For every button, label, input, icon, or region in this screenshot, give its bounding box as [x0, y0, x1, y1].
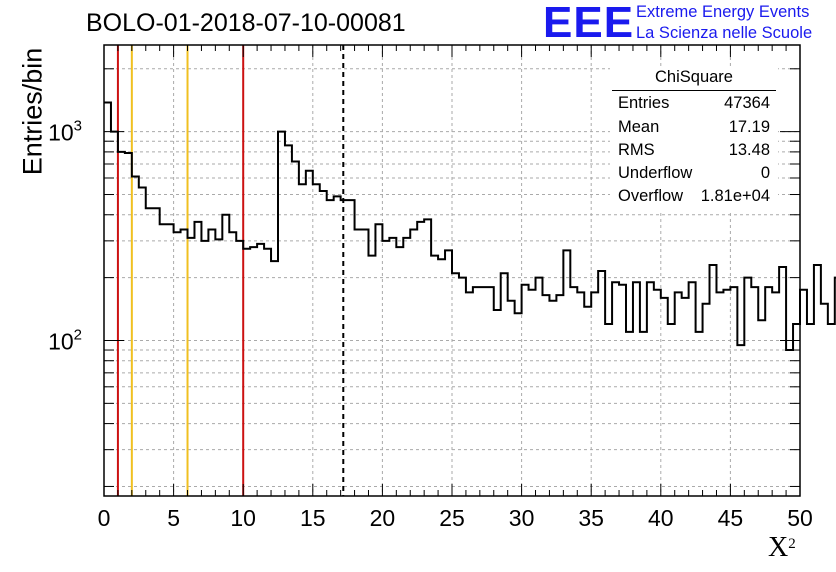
stats-label: Entries: [618, 94, 670, 112]
stats-box: ChiSquare Entries 47364 Mean 17.19 RMS 1…: [610, 66, 778, 210]
stats-row: Underflow 0: [618, 164, 770, 184]
stats-label: Overflow: [618, 187, 684, 205]
x-tick-label: 15: [300, 505, 326, 531]
stats-label: Mean: [618, 118, 660, 136]
logo-line-1: Extreme Energy Events: [636, 3, 810, 21]
y-tick-label: 102: [48, 326, 82, 354]
chart-title: BOLO-01-2018-07-10-00081: [86, 9, 406, 37]
stats-row: Overflow 1.81e+04: [618, 187, 770, 207]
histogram-line: [104, 101, 836, 352]
x-tick-label: 50: [787, 505, 813, 531]
eee-logo-mark: EEE: [543, 0, 635, 47]
y-tick-label-base: 10: [48, 120, 74, 146]
x-tick-label: 0: [98, 505, 111, 531]
x-tick-label: 30: [509, 505, 535, 531]
reference-lines: [116, 45, 345, 496]
y-tick-label: 103: [48, 118, 82, 146]
grid-lines: [104, 45, 800, 496]
y-tick-label-exponent: 2: [74, 326, 82, 343]
stats-title: ChiSquare: [655, 68, 733, 86]
histogram-series: [104, 101, 836, 352]
x-tick-label: 35: [578, 505, 604, 531]
stats-value: 47364: [724, 94, 770, 112]
x-tick-label: 40: [648, 505, 674, 531]
axis-ticks: [103, 45, 801, 496]
x-tick-label: 20: [370, 505, 396, 531]
x-tick-label: 5: [167, 505, 180, 531]
x-tick-label: 25: [439, 505, 465, 531]
stats-value: 13.48: [728, 141, 770, 159]
stats-divider: [612, 90, 776, 91]
x-tick-label: 45: [718, 505, 744, 531]
y-tick-label-exponent: 3: [74, 118, 82, 135]
y-axis-label: Entries/bin: [17, 47, 48, 176]
x-tick-label: 10: [230, 505, 256, 531]
stats-row: RMS 13.48: [618, 141, 770, 161]
x-axis-label-exponent: 2: [788, 536, 796, 552]
x-axis-label-base: X: [768, 532, 789, 563]
stats-label: RMS: [618, 141, 655, 159]
stats-row: Mean 17.19: [618, 118, 770, 138]
x-axis-label: X2: [768, 532, 796, 564]
stats-value: 17.19: [728, 118, 770, 136]
y-tick-label-base: 10: [48, 328, 74, 354]
stats-value: 0: [760, 164, 770, 182]
stats-row: Entries 47364: [618, 94, 770, 114]
stats-label: Underflow: [618, 164, 693, 182]
stats-value: 1.81e+04: [700, 187, 770, 205]
logo-line-2: La Scienza nelle Scuole: [636, 24, 813, 42]
